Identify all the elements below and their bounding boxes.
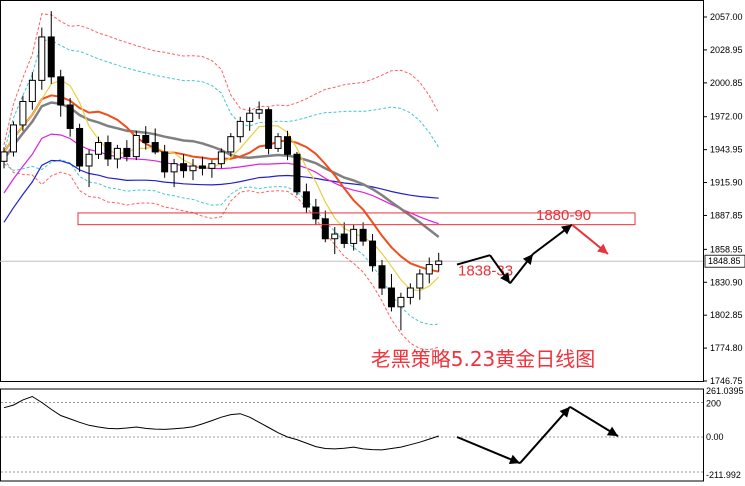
candle-body	[302, 191, 310, 208]
forecast-arrowhead	[500, 272, 510, 284]
price-tick-label: 1774.80	[710, 343, 743, 353]
candle-body	[132, 134, 140, 158]
candle-body	[170, 163, 178, 173]
current-price-label: 1848.85	[708, 256, 741, 266]
candle-body	[198, 165, 206, 169]
indicator-tick-label: -211.992	[706, 470, 741, 480]
indicator-tick-label: 200	[706, 399, 721, 409]
forecast-arrow	[456, 254, 491, 266]
forecast-arrowhead	[561, 224, 572, 235]
candle-body	[76, 127, 84, 167]
candle-body	[151, 142, 159, 153]
price-tick-label: 1830.90	[710, 277, 743, 287]
indicator-forecast-arrow	[519, 406, 571, 464]
indicator-tick-label: 261.0395	[706, 386, 744, 396]
upper-band-cyan	[3, 39, 440, 153]
candle-body	[28, 79, 36, 102]
lower-band-red	[3, 158, 439, 351]
price-tick-label: 1915.90	[710, 178, 743, 188]
candle-body	[19, 100, 27, 126]
indicator-line	[3, 395, 439, 451]
candle-body	[38, 36, 46, 81]
candle-body	[274, 136, 282, 149]
candle-body	[161, 151, 169, 173]
indicator-forecast-arrowhead	[508, 454, 520, 464]
candle-body	[397, 296, 405, 308]
candle-body	[284, 136, 291, 155]
indicator-panel	[0, 388, 704, 482]
candle-body	[104, 142, 112, 160]
candle-body	[265, 109, 273, 149]
candle-body	[416, 273, 424, 289]
price-tick-label: 2028.95	[710, 45, 743, 55]
forecast-arrowhead	[597, 243, 608, 254]
indicator-forecast-arrowhead	[559, 406, 570, 418]
candle-body	[142, 134, 150, 144]
price-tick-label: 1802.85	[710, 310, 743, 320]
candle-body	[47, 36, 55, 78]
chart-title: 老黑策略5.23黄金日线图	[371, 347, 596, 371]
price-axis: 2057.00 2028.95 2000.85 1972.00 1943.95 1915.…	[703, 12, 745, 480]
price-tick-label: 1943.95	[710, 145, 743, 155]
candle-body	[425, 264, 433, 275]
candle-body	[236, 120, 244, 138]
current-price-badge	[704, 254, 745, 268]
candle-body	[9, 124, 17, 153]
candle-body	[66, 104, 74, 129]
candle-body	[359, 228, 367, 242]
candle-body	[85, 153, 93, 167]
candle-body	[406, 287, 414, 298]
candle-body	[113, 147, 121, 160]
price-plot-area	[1, 11, 443, 351]
indicator-forecast-arrowhead	[606, 426, 618, 437]
candle-body	[378, 265, 386, 289]
candle-body	[189, 165, 197, 172]
candle-body	[95, 142, 102, 155]
price-tick-label: 1746.75	[710, 376, 743, 386]
indicator-panel-frame	[0, 388, 704, 482]
candle-body	[217, 151, 225, 165]
candle-body	[331, 233, 339, 240]
candle-body	[123, 147, 131, 158]
resistance-zone-box	[77, 212, 636, 226]
candle-body	[246, 112, 254, 122]
lower-band-cyan	[3, 159, 439, 325]
price-tick-label: 1972.00	[710, 112, 743, 122]
candle-body	[350, 228, 358, 244]
price-tick-label: 2057.00	[710, 12, 743, 22]
candle-body	[255, 109, 263, 114]
candle-body	[369, 240, 377, 267]
resistance-label: 1880-90	[536, 207, 591, 224]
candle-body	[435, 260, 443, 266]
candle-body	[1, 151, 8, 162]
price-tick-label: 1858.95	[710, 244, 743, 254]
candle-body	[208, 163, 216, 169]
candle-body	[387, 287, 395, 308]
indicator-tick-label: 0.00	[706, 432, 724, 442]
indicator-forecast-arrow	[456, 436, 521, 465]
candle-body	[180, 163, 188, 172]
candle-body	[340, 233, 348, 244]
price-tick-label: 1887.85	[710, 210, 743, 220]
candle-body	[227, 136, 235, 153]
forecast-arrowhead	[522, 253, 533, 265]
candle-body	[293, 153, 301, 193]
price-tick-label: 2000.85	[710, 78, 743, 88]
candle-body	[321, 218, 329, 240]
candle-body	[57, 76, 65, 106]
price-panel-frame	[0, 0, 704, 382]
